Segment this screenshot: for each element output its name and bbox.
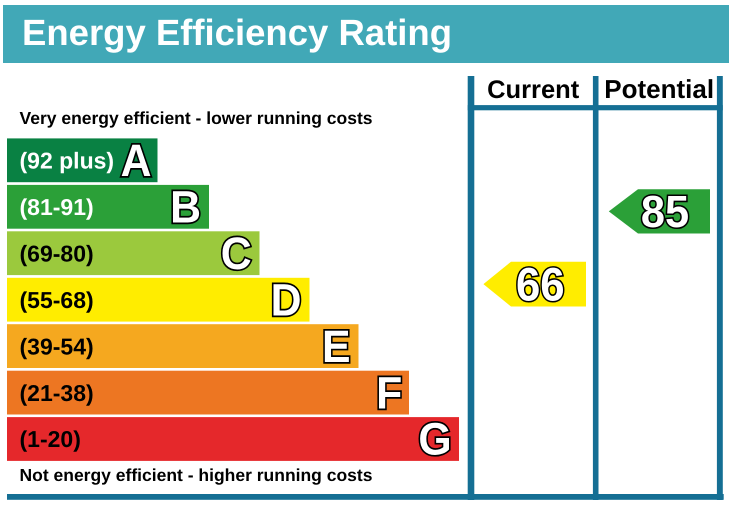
svg-text:D: D	[271, 274, 302, 325]
svg-text:85: 85	[641, 186, 689, 237]
svg-text:(92 plus): (92 plus)	[20, 148, 115, 174]
svg-text:(69-80): (69-80)	[20, 240, 94, 266]
svg-text:G: G	[418, 414, 451, 465]
svg-text:(21-38): (21-38)	[20, 380, 94, 406]
svg-text:A: A	[121, 135, 152, 186]
svg-text:Current: Current	[487, 76, 580, 104]
svg-text:(55-68): (55-68)	[20, 287, 94, 313]
svg-text:(1-20): (1-20)	[20, 426, 81, 452]
svg-text:B: B	[170, 182, 201, 233]
svg-text:E: E	[322, 321, 351, 372]
svg-text:F: F	[376, 367, 402, 418]
svg-text:(81-91): (81-91)	[20, 194, 94, 220]
svg-text:Energy Efficiency Rating: Energy Efficiency Rating	[22, 12, 452, 53]
svg-text:66: 66	[516, 258, 565, 311]
svg-text:Very energy efficient - lower: Very energy efficient - lower running co…	[20, 108, 373, 128]
svg-text:(39-54): (39-54)	[20, 333, 94, 359]
svg-text:Potential: Potential	[604, 74, 714, 104]
svg-text:Not energy efficient - higher: Not energy efficient - higher running co…	[20, 465, 373, 485]
svg-text:C: C	[221, 228, 252, 279]
